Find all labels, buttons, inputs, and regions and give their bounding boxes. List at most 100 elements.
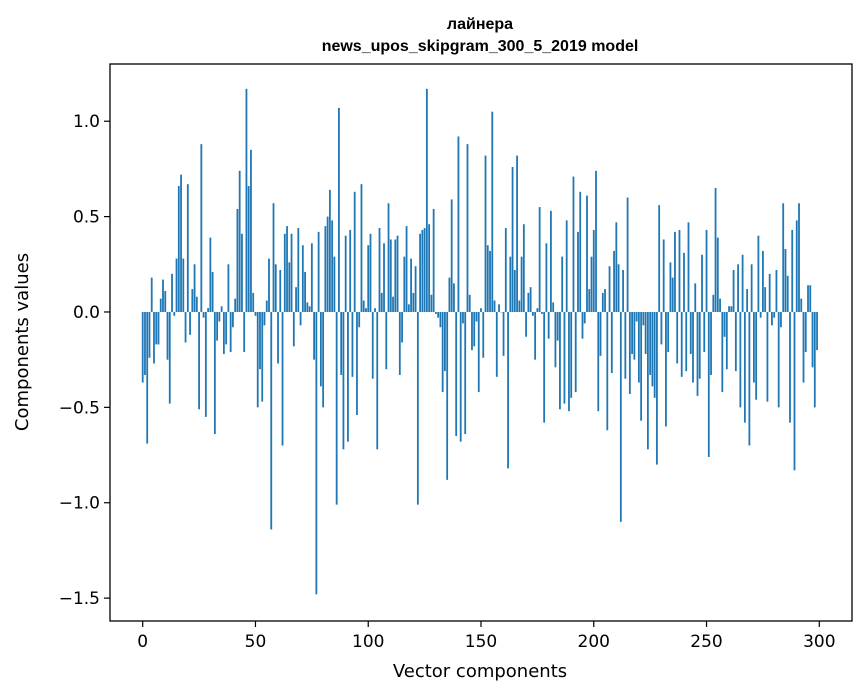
bar <box>622 270 624 312</box>
bar <box>586 195 588 312</box>
bar <box>669 262 672 312</box>
bar <box>522 224 525 312</box>
bar <box>389 239 392 312</box>
bar <box>556 311 559 341</box>
bar <box>191 289 194 312</box>
bar <box>628 311 631 394</box>
bar <box>315 311 318 595</box>
bar <box>606 311 609 431</box>
bar <box>335 311 338 505</box>
bar <box>728 306 730 312</box>
bar <box>649 311 652 375</box>
bar <box>365 308 367 312</box>
bar <box>486 245 489 312</box>
bar <box>301 245 304 312</box>
bar <box>793 311 796 471</box>
bar <box>559 311 561 410</box>
bar <box>813 311 816 408</box>
bar <box>295 287 297 312</box>
bar <box>536 308 539 312</box>
bar <box>516 155 518 312</box>
bar <box>773 311 776 318</box>
bar <box>712 294 715 312</box>
bar <box>646 311 649 450</box>
bar <box>540 311 543 314</box>
bar <box>331 220 334 312</box>
bar <box>407 304 410 312</box>
y-tick-label: 0.5 <box>73 208 100 228</box>
bar <box>243 311 246 353</box>
bar <box>561 256 564 312</box>
x-axis-label: Vector components <box>393 661 567 682</box>
bar <box>572 176 575 312</box>
bar <box>358 311 361 328</box>
bar <box>807 285 809 312</box>
bar <box>333 256 336 312</box>
x-axis-ticks: 0 50 100 150 200 250 300 <box>137 621 836 652</box>
bar <box>225 311 228 345</box>
bar <box>771 311 773 326</box>
bar <box>238 170 241 312</box>
bar <box>689 311 692 354</box>
bar <box>732 270 735 312</box>
bar <box>464 311 467 435</box>
bar <box>432 208 435 312</box>
bar <box>306 302 309 312</box>
bar <box>656 311 658 465</box>
bar <box>527 292 530 312</box>
bar <box>748 311 751 446</box>
bar <box>317 231 320 312</box>
x-tick-label: 0 <box>137 632 148 652</box>
bar <box>297 228 300 312</box>
bar <box>141 311 144 383</box>
bar <box>310 243 313 312</box>
bar <box>507 311 509 469</box>
x-tick-label: 300 <box>803 632 835 652</box>
bar <box>707 311 710 457</box>
bar <box>513 270 516 312</box>
bar <box>782 203 785 312</box>
bar <box>552 302 555 312</box>
bar <box>764 287 767 312</box>
bar <box>466 144 469 312</box>
bar <box>484 155 487 312</box>
bar <box>462 311 464 324</box>
bar <box>775 270 778 312</box>
bar <box>439 311 442 328</box>
bar <box>338 107 340 312</box>
bar <box>146 311 149 444</box>
bar <box>660 311 663 345</box>
bar <box>595 170 597 312</box>
bar <box>313 311 315 360</box>
bar <box>667 311 670 353</box>
bar <box>412 292 415 312</box>
bar <box>175 258 178 312</box>
bar <box>543 311 546 423</box>
bar <box>265 300 268 312</box>
bar <box>362 300 365 312</box>
bar <box>322 311 325 408</box>
bar <box>800 298 803 312</box>
bar <box>493 300 496 312</box>
x-tick-label: 250 <box>690 632 722 652</box>
bar <box>692 311 694 383</box>
bar <box>547 311 550 339</box>
bar <box>430 294 433 312</box>
bar <box>766 311 769 402</box>
bar <box>520 256 523 312</box>
bar <box>565 220 568 312</box>
bar <box>798 203 800 312</box>
bar <box>414 266 417 312</box>
bar <box>367 245 370 312</box>
bar <box>678 229 681 312</box>
bar <box>568 311 570 412</box>
bar <box>640 311 643 421</box>
bar <box>658 205 661 312</box>
bar <box>723 311 726 337</box>
bar <box>750 264 753 312</box>
bar <box>687 222 690 312</box>
bar <box>182 258 185 312</box>
bar <box>236 208 239 312</box>
bar <box>299 311 302 326</box>
